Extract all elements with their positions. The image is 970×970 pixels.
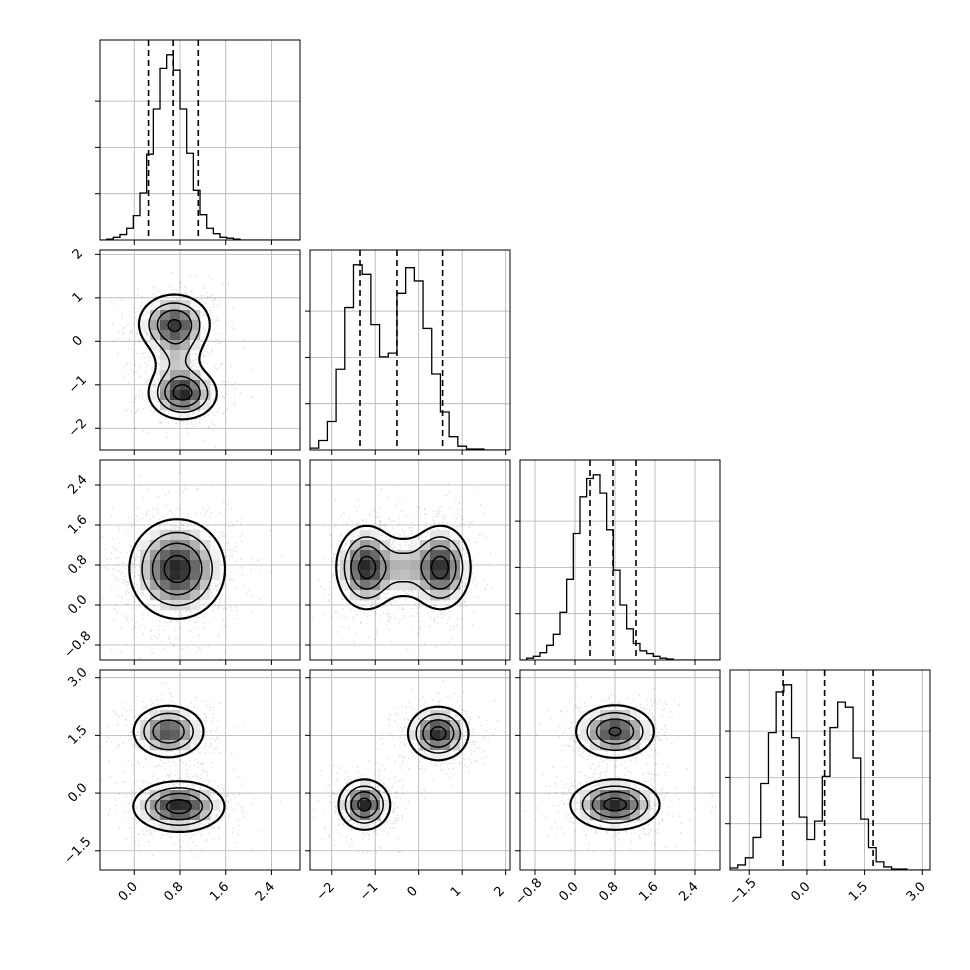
scatter-dots [310, 680, 501, 854]
contour-level-3 [167, 318, 193, 401]
panel-frame [99, 249, 301, 451]
contour-level-1 [141, 531, 213, 607]
contour-level-3 [357, 725, 447, 812]
contours [569, 704, 661, 831]
x-tick-label: 3.0 [904, 879, 929, 904]
x-tick-label: −2 [314, 880, 338, 904]
contours [335, 524, 472, 611]
contour-level-0 [337, 705, 470, 831]
pair-panel-3-2: −0.8 0.0 0.8 1.6 2.4 [513, 669, 721, 909]
hist-panel-0 [95, 39, 301, 245]
contours [132, 704, 226, 833]
contour-level-1 [143, 712, 214, 826]
contours [137, 293, 218, 421]
contour-level-1 [581, 712, 649, 824]
panel-frame [99, 459, 301, 661]
contours [128, 518, 227, 620]
x-tick-label: 1.5 [846, 879, 871, 904]
y-tick-label: 0.0 [65, 592, 90, 617]
panel-frame [99, 669, 301, 871]
scatter-points [310, 680, 501, 854]
contour-level-3 [163, 554, 191, 584]
hist-step [730, 684, 930, 870]
contour-level-2 [156, 309, 201, 408]
y-tick-label: −0.8 [62, 629, 95, 662]
contour-level-1 [148, 302, 209, 414]
y-tick-label: 3.0 [65, 665, 90, 690]
x-tick-label: −1.5 [727, 876, 760, 909]
x-tick-label: 2.4 [676, 879, 701, 904]
pair-panel-2-0: −0.8 0.0 0.8 1.6 2.4 [62, 459, 301, 665]
contour-level-1 [344, 713, 462, 824]
hist-step [310, 264, 510, 450]
x-tick-label: −0.8 [513, 876, 546, 909]
contour-level-1 [343, 536, 464, 599]
contour-level-2 [350, 545, 457, 590]
x-tick-label: 1.6 [207, 879, 232, 904]
y-tick-label: 2.4 [65, 472, 90, 497]
y-tick-label: 0.8 [65, 552, 90, 577]
panel-frame [519, 669, 721, 871]
y-tick-label: 0.0 [65, 780, 90, 805]
contour-level-3 [357, 555, 450, 580]
contour-level-2 [151, 542, 203, 596]
y-tick-label: 2 [70, 246, 86, 262]
contour-level-0 [569, 704, 661, 831]
pair-panel-1-0: −2 −1 0 1 2 [66, 246, 301, 455]
x-tick-label: 0 [404, 884, 420, 900]
hist-step [520, 474, 720, 660]
contour-level-3 [165, 798, 193, 815]
x-tick-label: 1.6 [636, 879, 661, 904]
panel-frame [729, 669, 931, 871]
y-tick-label: −1.5 [62, 834, 95, 867]
x-tick-label: 0.0 [116, 879, 141, 904]
hist-step [100, 54, 300, 240]
contours [337, 705, 470, 831]
hist-panel-2 [515, 459, 721, 665]
y-tick-label: 1.5 [65, 723, 90, 748]
panel-frame [519, 459, 721, 661]
x-tick-label: 2 [491, 884, 507, 900]
x-tick-label: 1 [448, 884, 464, 900]
y-tick-label: 0 [70, 333, 86, 349]
pair-panel-2-1 [305, 459, 511, 665]
panel-frame [309, 459, 511, 661]
pair-panel-3-0: 0.0 0.8 1.6 2.4 −1.5 0.0 1.5 3.0 [62, 665, 301, 905]
y-tick-label: 1 [70, 290, 86, 306]
x-tick-label: 0.8 [161, 879, 186, 904]
y-tick-label: −2 [66, 416, 90, 440]
panel-frame [99, 39, 301, 241]
x-tick-label: −1 [357, 880, 381, 904]
x-tick-label: 2.4 [253, 879, 278, 904]
contour-level-0 [128, 518, 227, 620]
contour-level-3 [602, 726, 628, 812]
panel-frame [309, 669, 511, 871]
x-tick-label: 0.0 [788, 879, 813, 904]
pair-panel-3-1: −2 −1 0 1 2 [305, 669, 511, 904]
hist-panel-3: −1.5 0.0 1.5 3.0 [725, 669, 931, 909]
hist-panel-1 [305, 249, 511, 455]
y-tick-label: −1 [66, 373, 90, 397]
contour-level-0 [132, 704, 226, 833]
contour-level-0 [137, 293, 218, 421]
contour-level-2 [152, 719, 204, 821]
x-tick-label: 0.0 [556, 879, 581, 904]
contour-level-2 [591, 718, 639, 819]
y-tick-label: 1.6 [65, 512, 90, 537]
panel-frame [309, 249, 511, 451]
contour-level-0 [335, 524, 472, 611]
contour-level-2 [350, 719, 455, 819]
x-tick-label: 0.8 [596, 879, 621, 904]
